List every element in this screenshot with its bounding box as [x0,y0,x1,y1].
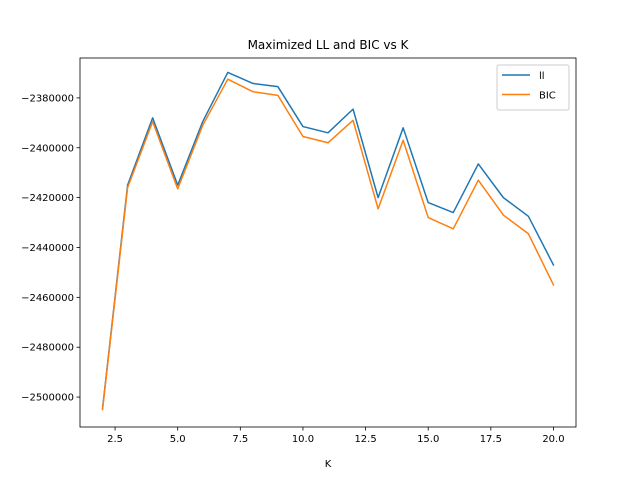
y-tick-label: −2400000 [21,143,74,154]
y-tick-label: −2480000 [21,343,74,354]
x-tick-label: 10.0 [292,434,314,445]
legend: ll BIC [496,64,570,111]
x-tick-label: 2.5 [107,434,123,445]
y-tick-label: −2460000 [21,293,74,304]
y-tick-label: −2380000 [21,93,74,104]
x-tick-label: 17.5 [480,434,502,445]
chart-title: Maximized LL and BIC vs K [248,38,410,52]
series-line-bic [101,78,555,411]
x-axis: 2.5 5.0 7.5 10.0 12.5 15.0 17.5 20.0 [107,427,565,445]
y-axis: −2500000 −2480000 −2460000 −2440000 −2420000… [21,93,80,404]
x-tick-label: 5.0 [170,434,186,445]
x-tick-label: 7.5 [232,434,248,445]
legend-label-bic: BIC [539,91,556,102]
x-axis-label: K [325,459,332,470]
series-layer [101,71,555,411]
series-line-ll [101,71,555,410]
y-tick-label: −2420000 [21,193,74,204]
y-tick-label: −2500000 [21,393,74,404]
x-tick-label: 20.0 [542,434,564,445]
x-tick-label: 15.0 [417,434,439,445]
x-tick-label: 12.5 [354,434,376,445]
plot-frame [79,57,577,428]
y-tick-label: −2440000 [21,243,74,254]
legend-box [496,64,570,111]
legend-label-ll: ll [539,71,545,82]
